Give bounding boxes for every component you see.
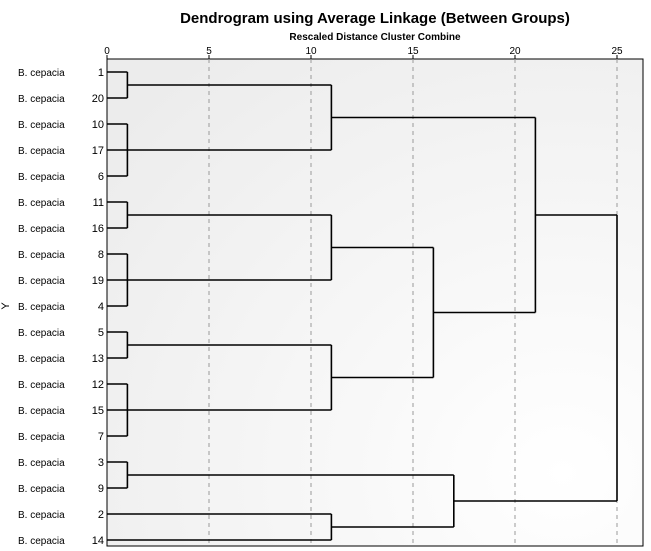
case-number: 6 (98, 171, 104, 183)
case-number: 7 (98, 431, 104, 443)
case-number: 15 (92, 405, 104, 417)
case-number: 17 (92, 145, 104, 157)
case-number: 5 (98, 327, 104, 339)
leaf-label: B. cepacia (18, 380, 65, 391)
leaf-label: B. cepacia (18, 458, 65, 469)
leaf-label: B. cepacia (18, 354, 65, 365)
leaf-label: B. cepacia (18, 406, 65, 417)
case-number: 1 (98, 67, 104, 79)
leaf-label: B. cepacia (18, 146, 65, 157)
x-tick-label: 15 (407, 46, 419, 57)
chart-title: Dendrogram using Average Linkage (Betwee… (180, 10, 570, 27)
leaf-label: B. cepacia (18, 94, 65, 105)
leaf-label: B. cepacia (18, 276, 65, 287)
leaf-label: B. cepacia (18, 198, 65, 209)
case-number: 14 (92, 535, 104, 547)
x-tick-label: 20 (509, 46, 521, 57)
x-axis-label: Rescaled Distance Cluster Combine (289, 32, 461, 43)
case-number: 16 (92, 223, 104, 235)
dendrogram-branches (107, 71, 618, 541)
case-number: 3 (98, 457, 104, 469)
case-number: 4 (98, 301, 104, 313)
x-tick-label: 5 (206, 46, 212, 57)
leaf-label: B. cepacia (18, 432, 65, 443)
case-number: 20 (92, 93, 104, 105)
x-ticks: 0 5 10 15 20 25 (104, 46, 623, 59)
leaf-label: B. cepacia (18, 302, 65, 313)
case-number: 2 (98, 509, 104, 521)
case-number: 19 (92, 275, 104, 287)
leaf-label: B. cepacia (18, 120, 65, 131)
case-number: 9 (98, 483, 104, 495)
leaf-label: B. cepacia (18, 328, 65, 339)
leaf-label: B. cepacia (18, 484, 65, 495)
case-number: 8 (98, 249, 104, 261)
leaf-label: B. cepacia (18, 536, 65, 547)
case-number: 10 (92, 119, 104, 131)
case-number: 13 (92, 353, 104, 365)
leaf-label: B. cepacia (18, 172, 65, 183)
y-axis-label: Y (0, 302, 12, 310)
plot-background (106, 58, 644, 547)
x-tick-label: 0 (104, 46, 110, 57)
x-tick-label: 10 (305, 46, 317, 57)
leaf-label: B. cepacia (18, 68, 65, 79)
plot-area: 0 5 10 15 20 25 B. cepacia 1B. cepacia 20B. cep… (18, 46, 644, 547)
leaf-label: B. cepacia (18, 510, 65, 521)
x-tick-label: 25 (611, 46, 623, 57)
leaf-label: B. cepacia (18, 224, 65, 235)
case-number: 12 (92, 379, 104, 391)
leaf-label: B. cepacia (18, 250, 65, 261)
case-number: 11 (93, 197, 104, 209)
leaf-labels: B. cepacia 1 B. cepacia 20 B. cepacia 10 B. ce… (18, 67, 104, 547)
